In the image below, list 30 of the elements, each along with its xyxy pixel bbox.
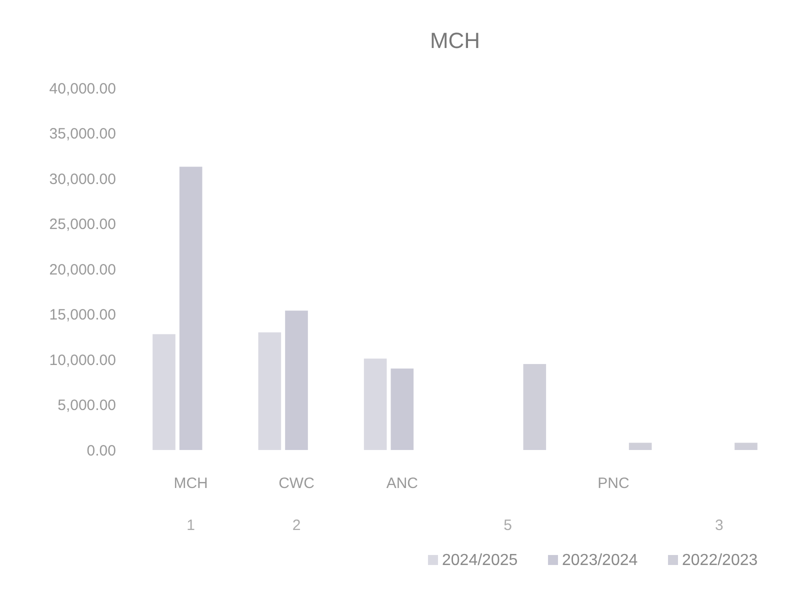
x-tick-label: MCH	[174, 475, 208, 492]
text: 2	[292, 517, 301, 534]
y-tick-label: 0.00	[86, 442, 116, 460]
y-tick-label: 30,000.00	[49, 170, 116, 188]
x-tick-label: ANC	[386, 475, 418, 492]
bar	[734, 442, 758, 450]
chart-title: MCH	[430, 28, 480, 53]
legend-label: 2022/2023	[682, 552, 758, 569]
y-tick-label: 15,000.00	[49, 306, 116, 324]
bar	[179, 166, 202, 450]
bar	[152, 334, 176, 450]
legend-label: 2024/2025	[442, 552, 518, 569]
y-tick-label: 35,000.00	[49, 126, 116, 142]
bar	[364, 358, 387, 450]
y-tick-label: 10,000.00	[49, 352, 116, 369]
text: 3	[714, 517, 724, 534]
y-tick-label: 25,000.00	[49, 216, 116, 233]
y-tick-label: 40,000.00	[49, 80, 116, 98]
bar	[390, 368, 414, 450]
bar	[285, 310, 308, 450]
bar	[523, 364, 546, 450]
x-tick-label: PNC	[598, 475, 630, 492]
x-tick-label: CWC	[278, 475, 315, 492]
y-tick-label: 5,000.00	[58, 397, 116, 414]
legend-label: 2023/2024	[562, 552, 638, 569]
bar	[628, 442, 652, 450]
y-tick-label: 20,000.00	[49, 261, 116, 278]
text: 5	[504, 517, 512, 534]
text: 1	[186, 517, 196, 534]
bar	[258, 332, 282, 450]
